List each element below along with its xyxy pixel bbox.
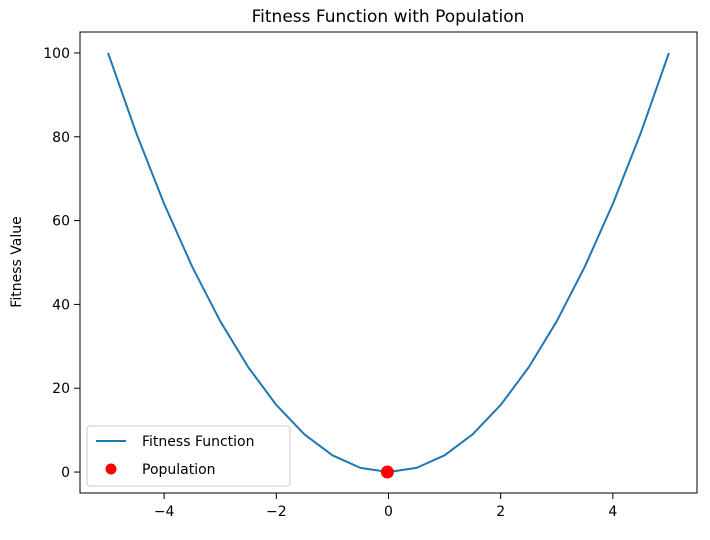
x-axis-ticks: −4 −2 0 2 4 [154, 493, 617, 520]
y-tick-label: 100 [43, 46, 70, 62]
y-axis-ticks: 0 20 40 60 80 100 [43, 46, 80, 481]
chart-legend: Fitness Function Population [86, 425, 291, 487]
x-tick-label: 0 [384, 504, 393, 520]
y-tick-label: 40 [52, 297, 70, 313]
x-tick-label: −4 [154, 504, 175, 520]
y-axis-label: Fitness Value [9, 216, 25, 307]
y-tick-label: 60 [52, 214, 70, 230]
legend-point-swatch [105, 463, 117, 475]
y-tick-label: 0 [61, 465, 70, 481]
y-tick-label: 80 [52, 130, 70, 146]
x-tick-label: −2 [266, 504, 287, 520]
plot-frame [79, 31, 698, 494]
population-scatter [380, 465, 394, 479]
legend-label-population: Population [142, 462, 216, 478]
x-tick-label: 2 [496, 504, 505, 520]
x-tick-label: 4 [608, 504, 617, 520]
legend-box [86, 425, 291, 487]
chart-title: Fitness Function with Population [252, 7, 525, 27]
population-point [380, 465, 394, 479]
y-tick-label: 20 [52, 381, 70, 397]
legend-label-fitness-function: Fitness Function [142, 434, 255, 450]
